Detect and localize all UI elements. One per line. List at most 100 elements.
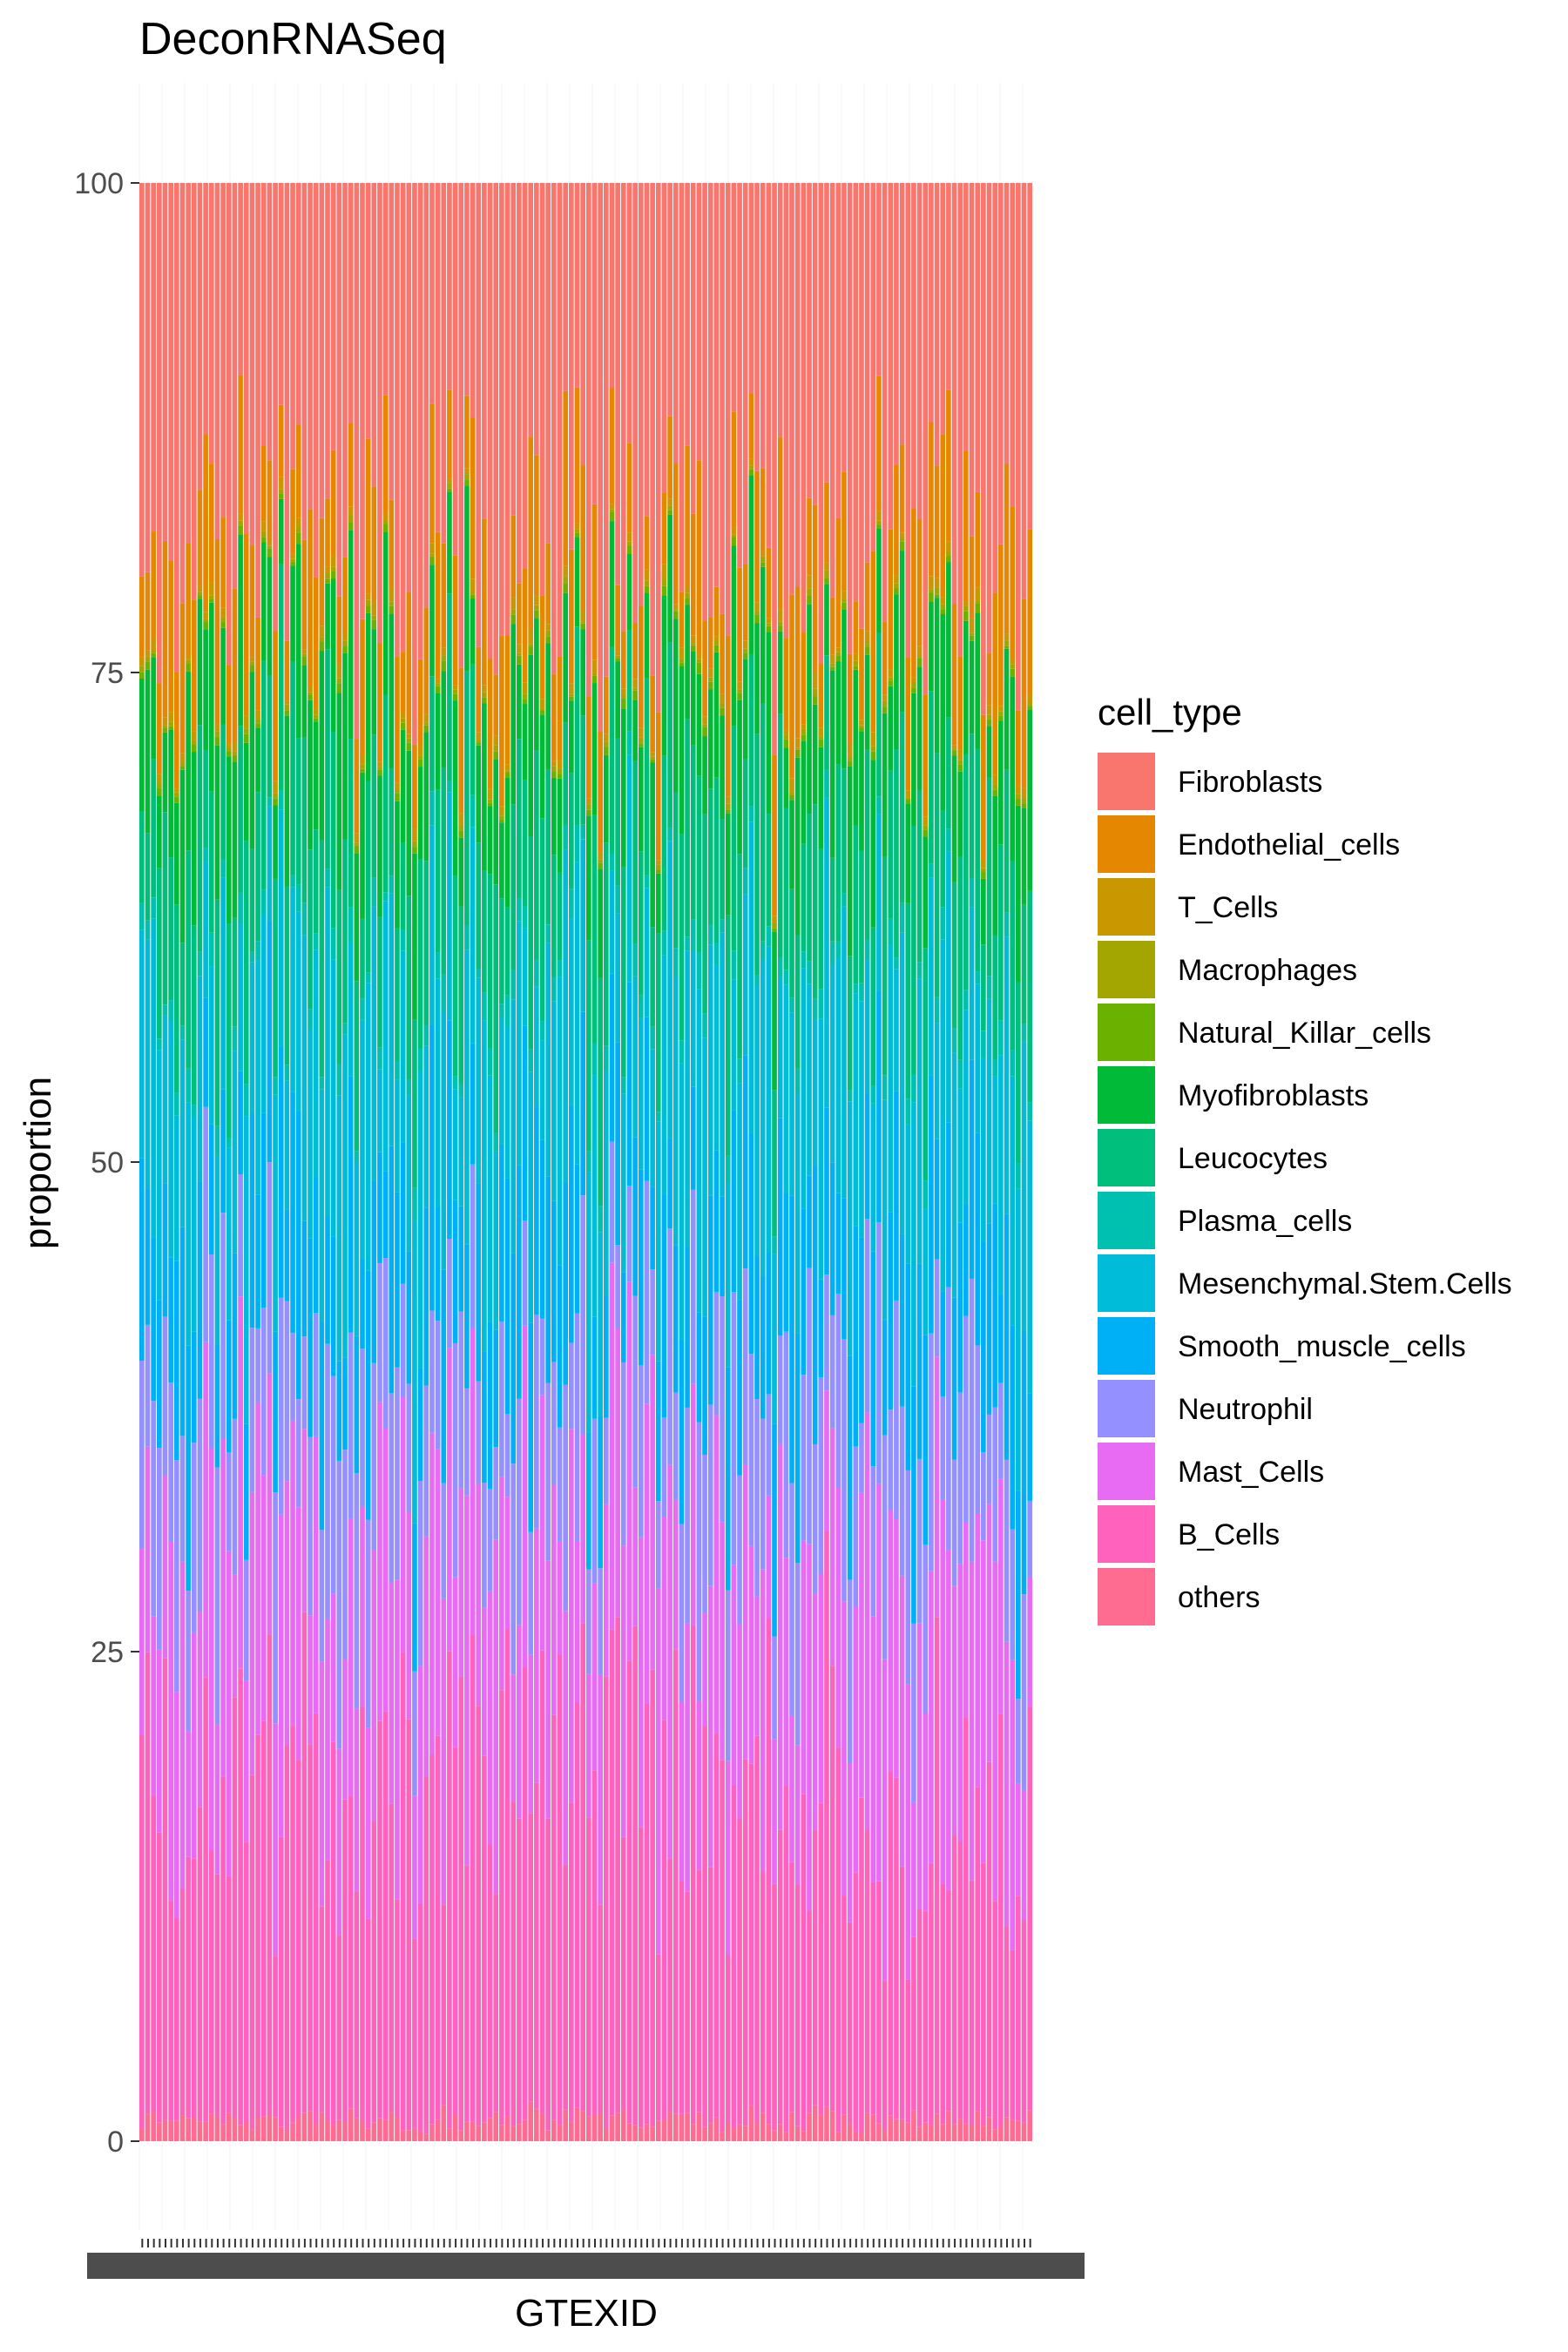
bar-segment-others [1010, 2119, 1016, 2141]
bar-segment-mast-cells [609, 1262, 615, 1630]
bar-segment-b-cells [905, 1979, 911, 2123]
bar-segment-macrophages [255, 719, 260, 724]
bar-segment-neutrophil [835, 1294, 841, 1487]
bar-segment-leucocytes [330, 731, 336, 929]
bar-segment-fibroblasts [650, 183, 655, 676]
bar-segment-plasma-cells [325, 868, 330, 888]
bar-segment-myofibroblasts [464, 486, 470, 672]
bar-segment-plasma-cells [168, 1000, 173, 1021]
bar-segment-b-cells [278, 1836, 284, 2127]
bar-segment-others [794, 2126, 801, 2141]
bar-segment-b-cells [748, 1763, 754, 2105]
bar-segment-mast-cells [539, 1395, 545, 1651]
bar-segment-fibroblasts [894, 183, 899, 465]
bar-segment-macrophages [295, 525, 301, 533]
bar-segment-mast-cells [139, 1549, 145, 1735]
bar-segment-endothelial-cells [615, 585, 620, 652]
bar-segment-plasma-cells [162, 1004, 168, 1016]
bar-segment-mesenchymal-stem-cells [557, 977, 563, 1266]
bar-segment-natural-killar-cells [197, 595, 203, 599]
bar-segment-b-cells [360, 1706, 365, 2121]
bar-segment-b-cells [365, 1918, 371, 2129]
bar-segment-mast-cells [156, 1649, 162, 1833]
bar-segment-b-cells [400, 1652, 406, 2131]
bar-segment-natural-killar-cells [690, 645, 696, 652]
bar-segment-t-cells [685, 586, 690, 593]
bar-segment-b-cells [609, 1629, 615, 2116]
bar-segment-mast-cells [998, 1478, 1004, 1714]
bar-segment-mesenchymal-stem-cells [301, 935, 308, 1221]
bar-segment-natural-killar-cells [441, 660, 447, 672]
bar-segment-myofibroblasts [777, 631, 783, 714]
bar-segment-macrophages [290, 558, 295, 562]
bar-segment-b-cells [464, 1865, 470, 2122]
bar-segment-myofibroblasts [267, 557, 273, 676]
bar-segment-natural-killar-cells [969, 635, 975, 641]
bar-segment-others [829, 2111, 835, 2141]
bar-segment-t-cells [557, 760, 563, 769]
bar-segment-macrophages [243, 728, 249, 734]
bar-segment-mast-cells [499, 1477, 504, 1691]
bar-segment-macrophages [1021, 798, 1027, 804]
bar-segment-b-cells [690, 1625, 696, 2125]
bar-segment-plasma-cells [220, 859, 226, 878]
bar-segment-fibroblasts [876, 183, 882, 376]
bar-segment-mesenchymal-stem-cells [615, 913, 620, 1043]
bar-segment-plasma-cells [267, 797, 273, 807]
bar-segment-endothelial-cells [557, 656, 563, 760]
bar-segment-plasma-cells [551, 977, 557, 1002]
bar-segment-endothelial-cells [203, 434, 208, 612]
bar-segment-myofibroblasts [1021, 808, 1027, 905]
bar-segment-t-cells [249, 657, 255, 662]
bar-segment-myofibroblasts [951, 755, 957, 882]
bar-segment-myofibroblasts [818, 747, 824, 849]
bar-segment-fibroblasts [232, 183, 238, 589]
bar-segment-t-cells [615, 651, 620, 656]
bar-segment-leucocytes [249, 848, 255, 952]
bar-segment-smooth-muscle-cells [267, 921, 273, 1163]
bar-segment-plasma-cells [876, 796, 882, 814]
bar-segment-leucocytes [632, 760, 638, 944]
bar-segment-mesenchymal-stem-cells [754, 984, 760, 1257]
bar-segment-fibroblasts [789, 183, 794, 595]
bar-segment-mast-cells [690, 1383, 696, 1625]
bar-segment-endothelial-cells [151, 531, 156, 639]
bar-segment-b-cells [517, 1818, 522, 2125]
bar-segment-myofibroblasts [168, 729, 173, 858]
bar-segment-neutrophil [829, 1315, 835, 1429]
bar-segment-macrophages [725, 803, 731, 810]
bar-segment-neutrophil [626, 1186, 632, 1282]
bar-segment-natural-killar-cells [951, 750, 957, 756]
bar-segment-natural-killar-cells [632, 690, 638, 700]
bar-segment-leucocytes [824, 655, 829, 770]
bar-segment-b-cells [435, 1735, 441, 2120]
bar-segment-myofibroblasts [156, 795, 162, 868]
bar-segment-t-cells [777, 609, 783, 622]
bar-segment-natural-killar-cells [208, 598, 214, 603]
bar-segment-natural-killar-cells [423, 725, 429, 733]
bar-segment-neutrophil [807, 1267, 812, 1544]
bar-segment-endothelial-cells [1021, 598, 1027, 788]
bar-segment-smooth-muscle-cells [638, 1169, 644, 1366]
bar-segment-macrophages [580, 621, 585, 624]
bar-segment-b-cells [476, 1706, 482, 2126]
bar-segment-others [911, 2110, 916, 2141]
bar-segment-plasma-cells [156, 1038, 162, 1051]
bar-segment-neutrophil [214, 1467, 220, 1725]
bar-segment-endothelial-cells [807, 497, 812, 576]
bar-segment-b-cells [923, 1910, 929, 2123]
bar-segment-plasma-cells [748, 806, 754, 822]
bar-segment-fibroblasts [482, 183, 487, 519]
bar-segment-endothelial-cells [139, 576, 145, 658]
bar-segment-mast-cells [731, 1565, 737, 1786]
bar-segment-b-cells [929, 1862, 934, 2126]
bar-segment-myofibroblasts [179, 769, 186, 943]
bar-segment-neutrophil [447, 1238, 452, 1348]
bar-segment-leucocytes [145, 833, 151, 921]
bar-segment-myofibroblasts [162, 732, 168, 813]
bar-segment-leucocytes [835, 764, 841, 942]
bar-segment-fibroblasts [499, 183, 504, 636]
bar-segment-b-cells [829, 1666, 835, 2112]
bar-segment-endothelial-cells [417, 659, 423, 747]
bar-segment-myofibroblasts [899, 551, 905, 713]
